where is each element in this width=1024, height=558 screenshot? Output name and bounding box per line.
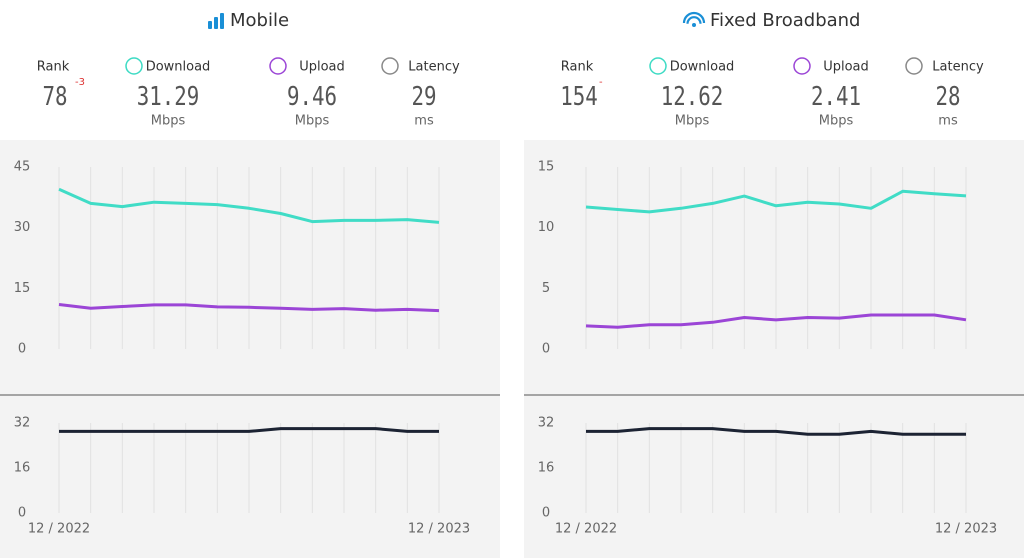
y-tick-label: 45 [14,160,31,175]
panel: Mobile Rank 78 -3 Download 31.29 Mbps Upload 9.4… [0,0,500,558]
y-tick-label: 32 [14,416,31,431]
panel-title: Mobile [230,10,289,31]
y-tick-label: 16 [538,461,555,476]
y-tick-label: 0 [542,342,550,357]
title-icon [214,17,218,29]
series-line [585,189,967,214]
x-tick-label: 12 / 2023 [408,522,470,537]
panel-title: Fixed Broadband [710,10,860,31]
title-icon [208,21,212,29]
title-icon [692,23,696,27]
stat-icon [793,57,811,75]
stat-value: 12.62 [661,81,724,112]
y-tick-label: 0 [18,342,26,357]
y-tick-label: 16 [14,461,31,476]
y-tick-label: 10 [538,220,555,235]
stat-value: 154 [560,81,598,112]
stat-change: -3 [75,77,85,88]
panel-chart-bg [524,140,1024,558]
y-tick-label: 0 [18,506,26,521]
title-icon [220,13,224,29]
series-line [58,303,440,313]
y-tick-label: 32 [538,416,555,431]
panel: Fixed Broadband Rank 154 - Download 12.62 Mbps… [524,0,1024,558]
y-tick-label: 15 [538,160,555,175]
panel-chart-bg [0,140,500,558]
stat-unit: Mbps [295,114,330,129]
stat-label: Download [670,60,735,75]
stat-unit: Mbps [151,114,186,129]
series-line [58,187,440,224]
panel-header-bg [524,0,1024,140]
stat-unit: Mbps [819,114,854,129]
stat-label: Upload [299,60,345,75]
stat-label: Latency [932,60,984,75]
y-tick-label: 30 [14,220,31,235]
stat-label: Upload [823,60,869,75]
stat-icon [381,57,399,75]
stat-value: 28 [935,81,960,112]
stat-icon [269,57,287,75]
series-line [59,427,439,433]
stat-label: Rank [37,60,70,75]
stat-value: 2.41 [811,81,861,112]
stat-change: - [599,77,603,88]
y-tick-label: 15 [14,281,31,296]
stat-value: 29 [411,81,436,112]
series-line [586,427,966,436]
stat-unit: ms [938,114,958,129]
stat-value: 9.46 [287,81,337,112]
stat-value: 78 [42,81,67,112]
stat-label: Latency [408,60,460,75]
stat-label: Rank [561,60,594,75]
stat-icon [905,57,923,75]
y-tick-label: 5 [542,281,550,296]
x-tick-label: 12 / 2023 [935,522,997,537]
x-tick-label: 12 / 2022 [28,522,90,537]
title-icon [686,16,702,24]
stat-label: Download [146,60,211,75]
y-tick-label: 0 [542,506,550,521]
stat-unit: ms [414,114,434,129]
series-line [585,313,967,329]
panel-header-bg [0,0,500,140]
stat-icon [125,57,143,75]
stat-icon [649,57,667,75]
stat-value: 31.29 [137,81,200,112]
x-tick-label: 12 / 2022 [555,522,617,537]
stat-unit: Mbps [675,114,710,129]
title-icon [682,11,706,24]
